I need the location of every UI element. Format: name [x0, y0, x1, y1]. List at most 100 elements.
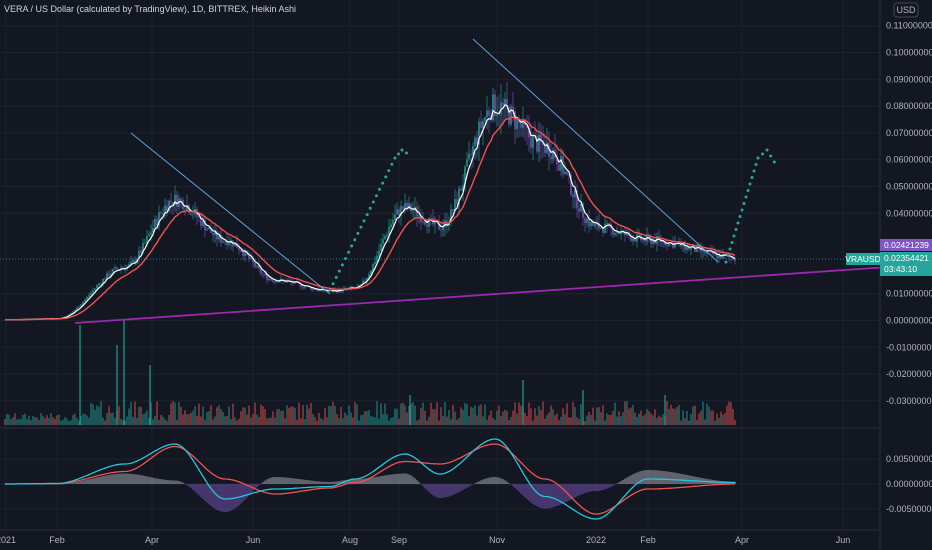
macd-histogram-bar	[202, 484, 204, 500]
macd-histogram-bar	[292, 478, 294, 484]
projection-dot-2	[734, 228, 738, 231]
candle-body	[404, 202, 406, 210]
volume-bar	[420, 408, 422, 425]
volume-bar	[86, 415, 88, 425]
candle-body	[506, 98, 508, 107]
projection-dot-2	[738, 215, 742, 218]
candle-body	[154, 218, 156, 228]
volume-bar	[18, 418, 20, 425]
volume-bar	[78, 420, 80, 425]
volume-bar	[338, 417, 340, 425]
time-axis[interactable]: 2021 Feb Apr Jun Aug Sep Nov 2022 Feb Apr Jun	[0, 535, 850, 545]
projection-dot-2	[744, 195, 748, 199]
volume-bar	[106, 413, 108, 425]
candle-body	[80, 304, 82, 307]
volume-bar	[220, 409, 222, 425]
price-tick-label: 0.09000000	[886, 74, 932, 84]
volume-bar	[680, 420, 682, 425]
candle-body	[400, 206, 402, 216]
volume-bar	[456, 419, 458, 425]
macd-histogram-bar	[406, 473, 408, 484]
volume-bar	[556, 413, 558, 425]
volume-bar	[392, 417, 394, 425]
macd-histogram-bar	[642, 470, 644, 484]
volume-bar	[492, 417, 494, 425]
price-tick-label: 0.04000000	[886, 208, 932, 218]
candle-body	[76, 307, 78, 310]
candle-body	[212, 233, 214, 236]
volume-bar	[240, 411, 242, 425]
candle-body	[122, 267, 124, 269]
candle-body	[546, 142, 548, 153]
volume-bar	[702, 401, 704, 425]
macd-histogram-bar	[442, 484, 444, 498]
macd-histogram-bar	[484, 478, 486, 484]
volume-bar	[648, 411, 650, 425]
candle-body	[72, 311, 74, 313]
volume-bar	[154, 416, 156, 425]
volume-bar	[254, 402, 256, 425]
macd-histogram-bar	[54, 484, 56, 485]
volume-bar	[248, 405, 250, 425]
volume-bar	[334, 405, 336, 425]
macd-histogram-bar	[118, 473, 120, 484]
volume-bar	[636, 416, 638, 425]
candle-body	[558, 164, 560, 171]
volume-bar	[400, 403, 402, 425]
volume-bar	[32, 415, 34, 425]
macd-histogram-bar	[52, 484, 54, 485]
volume-bar	[494, 419, 496, 425]
volume-bar	[182, 414, 184, 425]
volume-bar	[532, 420, 534, 425]
macd-histogram-bar	[354, 479, 356, 484]
macd-histogram-bar	[456, 484, 458, 494]
volume-bar	[656, 417, 658, 425]
volume-bar	[152, 419, 154, 425]
macd-histogram-bar	[446, 484, 448, 498]
volume-bar	[524, 412, 526, 425]
macd-axis[interactable]: 0.00500000 0.00000000 -0.00500000	[886, 454, 932, 514]
candle-body	[178, 198, 180, 208]
macd-histogram-bar	[302, 479, 304, 484]
macd-histogram-bar	[438, 484, 440, 498]
candle-body	[612, 227, 614, 235]
candle-body	[704, 249, 706, 254]
projection-dot-1	[371, 200, 375, 204]
volume-bar	[544, 418, 546, 425]
volume-bar	[356, 404, 358, 425]
macd-histogram-bar	[110, 474, 112, 484]
macd-histogram-bar	[222, 484, 224, 512]
currency-button[interactable]	[893, 2, 919, 18]
macd-histogram-bar	[610, 484, 612, 487]
macd-histogram-bar	[116, 473, 118, 484]
macd-histogram-bar	[536, 484, 538, 507]
candle-body	[370, 270, 372, 275]
candle-body	[434, 220, 436, 225]
macd-histogram-bar	[334, 481, 336, 484]
projection-dot-1	[405, 151, 408, 155]
macd-histogram-bar	[558, 484, 560, 506]
candle-body	[380, 243, 382, 251]
macd-histogram-bar	[560, 484, 562, 505]
candle-body	[668, 242, 670, 246]
macd-histogram-bar	[148, 476, 150, 484]
volume-bar	[720, 411, 722, 425]
candle-body	[510, 106, 512, 125]
volume-bar	[592, 407, 594, 425]
candle-body	[358, 284, 360, 288]
volume-bar	[480, 404, 482, 425]
volume-bar	[448, 410, 450, 425]
macd-histogram-bar	[578, 484, 580, 496]
macd-histogram-bar	[466, 484, 468, 488]
macd-histogram-bar	[594, 484, 596, 492]
macd-histogram-bar	[630, 475, 632, 484]
projection-dot-2	[746, 189, 750, 192]
volume-bar	[396, 408, 398, 425]
volume-bar	[48, 418, 50, 425]
price-axis[interactable]: 0.11000000 0.10000000 0.09000000 0.08000000…	[886, 21, 932, 406]
volume-bar	[672, 408, 674, 425]
macd-histogram-bar	[636, 472, 638, 484]
volume-bar	[358, 420, 360, 425]
macd-histogram-bar	[226, 484, 228, 512]
